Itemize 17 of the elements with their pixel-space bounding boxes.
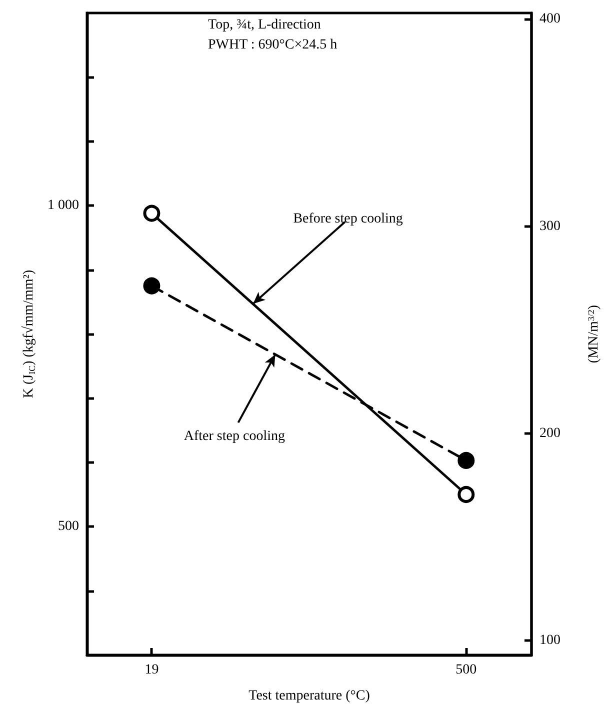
y-axis-title: K (JIC) (kgf√mm/mm²) [20, 270, 38, 398]
x-tick-label: 19 [144, 662, 159, 678]
y2-tick-label: 300 [540, 218, 560, 234]
y2-tick-label: 400 [540, 12, 560, 27]
y2-axis-title: (MN/m3/2) [586, 304, 602, 364]
x-axis-title: Test temperature (°C) [248, 688, 370, 704]
y-tick-label: 1 000 [48, 198, 79, 214]
annotation: Before step cooling [293, 212, 403, 227]
y2-tick-label: 100 [540, 633, 560, 648]
annotation: After step cooling [184, 429, 285, 444]
annotation: PWHT : 690°C×24.5 h [208, 38, 338, 52]
point [458, 486, 475, 503]
annotation: Top, ¾t, L-direction [208, 18, 321, 32]
y2-tick-label: 200 [540, 426, 560, 441]
point [143, 277, 160, 294]
point [143, 204, 160, 222]
point [458, 452, 475, 469]
